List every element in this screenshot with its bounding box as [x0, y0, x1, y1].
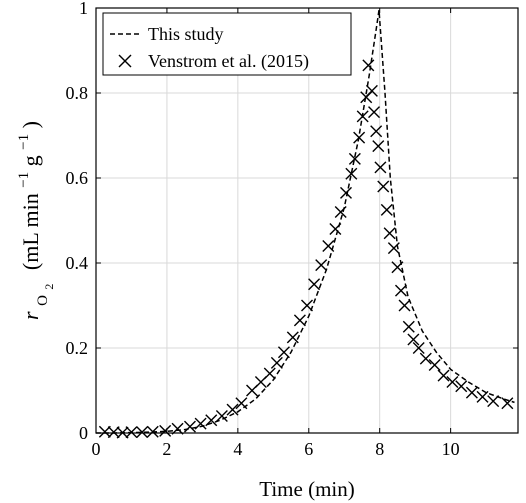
venstrom-data-point [348, 152, 361, 165]
y-axis-exponent-2: −1 [16, 134, 32, 150]
y-axis-symbol: r [18, 311, 43, 320]
venstrom-data-point [293, 314, 306, 327]
y-axis-label: r O 2 (mL min −1 g −1 ) [8, 121, 58, 320]
venstrom-data-point [159, 424, 172, 437]
venstrom-data-point [398, 299, 411, 312]
x-tick-label: 6 [304, 439, 313, 459]
y-axis-subscript: O [35, 295, 51, 306]
venstrom-data-point [380, 203, 393, 216]
venstrom-data-point [215, 410, 228, 422]
y-tick-label: 0.6 [66, 168, 89, 188]
venstrom-data-point [402, 320, 415, 333]
x-tick-label: 4 [233, 439, 242, 459]
venstrom-data-point [407, 333, 420, 346]
venstrom-data-point [383, 227, 396, 240]
venstrom-data-point [387, 242, 400, 255]
y-tick-label: 1 [79, 0, 88, 18]
y-tick-label: 0.2 [66, 338, 89, 358]
venstrom-data-point [362, 59, 375, 72]
venstrom-data-point [394, 284, 407, 297]
venstrom-data-point [446, 376, 459, 388]
x-tick-label: 8 [375, 439, 384, 459]
venstrom-data-point [487, 395, 500, 408]
venstrom-data-point [353, 131, 366, 144]
venstrom-data-point [270, 356, 283, 369]
venstrom-data-point [322, 240, 335, 252]
venstrom-data-point [329, 223, 342, 235]
venstrom-data-point [334, 206, 347, 218]
venstrom-data-point [263, 367, 276, 380]
legend: This study Venstrom et al. (2015) [102, 12, 352, 76]
legend-label-this-study: This study [148, 24, 224, 44]
venstrom-data-point [205, 414, 218, 427]
axis-ticks [95, 7, 518, 434]
y-axis-unit-close: ) [18, 121, 43, 128]
venstrom-data-point [345, 167, 358, 180]
y-axis-subsubscript: 2 [42, 284, 56, 290]
venstrom-data-point [146, 425, 159, 438]
y-axis-exponent-1: −1 [16, 172, 32, 188]
legend-label-venstrom: Venstrom et al. (2015) [148, 51, 309, 72]
venstrom-data-point [412, 342, 425, 354]
y-tick-label: 0 [79, 423, 88, 443]
x-tick-label: 2 [162, 439, 171, 459]
venstrom-data-point [183, 420, 196, 433]
venstrom-data-point [465, 386, 478, 399]
tick-labels: 0 2 4 6 8 10 0 0.2 0.4 0.6 0.8 1 [66, 0, 460, 459]
venstrom-data-point [136, 426, 149, 439]
venstrom-data-point [455, 380, 468, 393]
venstrom-data-point [365, 84, 378, 97]
venstrom-data-point [428, 359, 441, 371]
venstrom-data-point [125, 426, 138, 439]
venstrom-data-point [107, 426, 120, 439]
venstrom-data-point [370, 125, 383, 138]
venstrom-data-point [308, 278, 321, 291]
venstrom-data-point [235, 397, 248, 410]
plot-frame [95, 7, 519, 434]
venstrom-data-point [194, 417, 207, 430]
venstrom-data-point [356, 110, 369, 123]
venstrom-data-point [501, 397, 514, 410]
venstrom-series [98, 59, 514, 439]
y-tick-label: 0.8 [66, 83, 89, 103]
venstrom-data-point [372, 140, 385, 153]
venstrom-data-point [391, 261, 404, 274]
y-tick-label: 0.4 [66, 253, 89, 273]
venstrom-data-point [368, 106, 381, 119]
venstrom-data-point [277, 346, 290, 359]
y-axis-title: r O 2 (mL min −1 g −1 ) [8, 121, 58, 320]
venstrom-data-point [226, 403, 239, 416]
venstrom-data-point [98, 425, 111, 438]
x-axis-title: Time (min) [259, 477, 354, 501]
venstrom-data-point [419, 352, 432, 365]
y-axis-unit-open: (mL min [18, 193, 43, 270]
venstrom-data-point [286, 331, 299, 344]
venstrom-data-point [437, 369, 450, 382]
legend-box [102, 12, 352, 76]
legend-x-marker-icon [118, 54, 132, 68]
x-tick-label: 0 [92, 439, 101, 459]
venstrom-data-point [315, 259, 328, 272]
x-tick-label: 10 [442, 439, 460, 459]
venstrom-data-point [340, 186, 353, 199]
y-axis-unit-mid: g [18, 155, 43, 166]
venstrom-data-point [476, 390, 489, 403]
venstrom-data-point [377, 180, 390, 193]
venstrom-data-point [374, 161, 387, 174]
venstrom-data-point [301, 299, 313, 312]
